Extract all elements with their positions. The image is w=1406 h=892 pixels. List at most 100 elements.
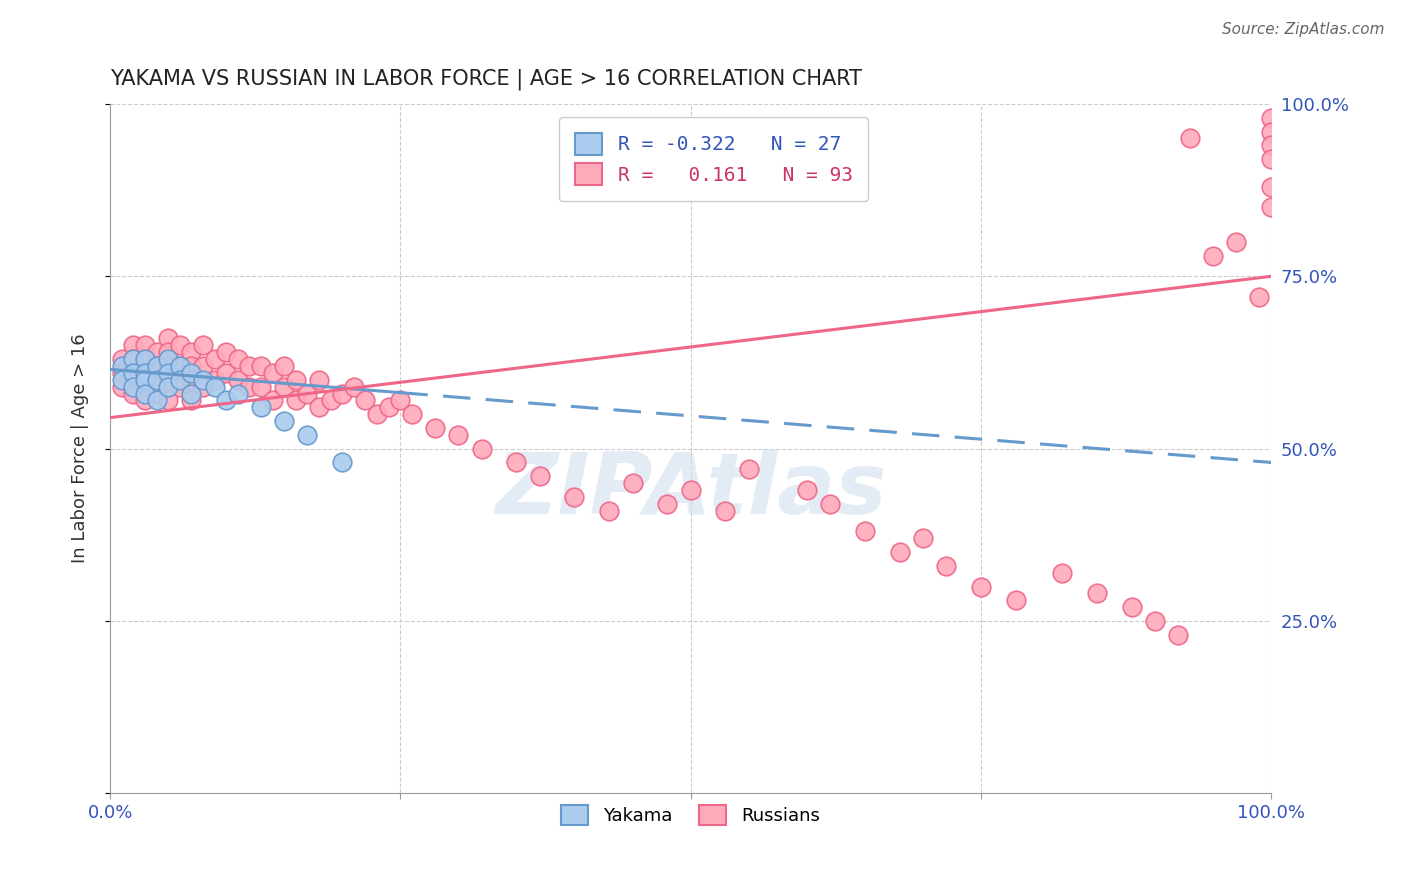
- Point: [911, 531, 934, 545]
- Point: [180, 393, 202, 408]
- Point: [238, 379, 260, 393]
- Point: [145, 386, 167, 401]
- Point: [122, 352, 145, 367]
- Point: [1260, 124, 1282, 138]
- Point: [737, 462, 759, 476]
- Point: [343, 379, 366, 393]
- Point: [238, 359, 260, 373]
- Point: [157, 345, 180, 359]
- Point: [226, 352, 249, 367]
- Point: [1085, 586, 1108, 600]
- Point: [111, 352, 134, 367]
- Point: [621, 476, 644, 491]
- Point: [122, 366, 145, 380]
- Text: Source: ZipAtlas.com: Source: ZipAtlas.com: [1222, 22, 1385, 37]
- Point: [308, 373, 330, 387]
- Point: [262, 393, 284, 408]
- Point: [1260, 200, 1282, 214]
- Point: [447, 428, 470, 442]
- Point: [1260, 138, 1282, 153]
- Point: [796, 483, 818, 497]
- Point: [354, 393, 377, 408]
- Point: [297, 428, 319, 442]
- Point: [180, 373, 202, 387]
- Point: [366, 407, 388, 421]
- Point: [122, 379, 145, 393]
- Point: [330, 455, 353, 469]
- Point: [111, 373, 134, 387]
- Point: [122, 352, 145, 367]
- Point: [308, 401, 330, 415]
- Point: [226, 373, 249, 387]
- Point: [1260, 179, 1282, 194]
- Point: [134, 373, 156, 387]
- Point: [191, 373, 214, 387]
- Point: [377, 401, 399, 415]
- Point: [215, 345, 238, 359]
- Point: [1121, 600, 1143, 615]
- Point: [273, 359, 295, 373]
- Point: [145, 359, 167, 373]
- Point: [134, 386, 156, 401]
- Point: [471, 442, 494, 456]
- Point: [111, 366, 134, 380]
- Legend: Yakama, Russians: Yakama, Russians: [554, 797, 827, 832]
- Point: [425, 421, 447, 435]
- Point: [145, 393, 167, 408]
- Point: [145, 373, 167, 387]
- Point: [145, 345, 167, 359]
- Point: [679, 483, 702, 497]
- Point: [134, 352, 156, 367]
- Point: [180, 366, 202, 380]
- Point: [401, 407, 423, 421]
- Point: [134, 366, 156, 380]
- Point: [157, 379, 180, 393]
- Point: [1260, 152, 1282, 166]
- Point: [284, 373, 307, 387]
- Point: [134, 393, 156, 408]
- Point: [169, 359, 191, 373]
- Point: [250, 379, 273, 393]
- Point: [657, 497, 679, 511]
- Point: [157, 359, 180, 373]
- Point: [853, 524, 876, 539]
- Point: [134, 379, 156, 393]
- Point: [134, 352, 156, 367]
- Point: [191, 338, 214, 352]
- Point: [319, 393, 342, 408]
- Point: [529, 469, 551, 483]
- Point: [111, 359, 134, 373]
- Point: [169, 373, 191, 387]
- Point: [157, 331, 180, 345]
- Point: [169, 359, 191, 373]
- Point: [505, 455, 527, 469]
- Point: [1225, 235, 1247, 249]
- Point: [1178, 131, 1201, 145]
- Point: [262, 366, 284, 380]
- Point: [273, 414, 295, 428]
- Text: YAKAMA VS RUSSIAN IN LABOR FORCE | AGE > 16 CORRELATION CHART: YAKAMA VS RUSSIAN IN LABOR FORCE | AGE >…: [110, 69, 862, 90]
- Point: [134, 366, 156, 380]
- Point: [145, 359, 167, 373]
- Point: [122, 366, 145, 380]
- Point: [204, 373, 226, 387]
- Point: [818, 497, 841, 511]
- Point: [389, 393, 412, 408]
- Point: [122, 338, 145, 352]
- Point: [204, 352, 226, 367]
- Point: [1143, 614, 1166, 628]
- Y-axis label: In Labor Force | Age > 16: In Labor Force | Age > 16: [72, 334, 89, 564]
- Point: [1260, 111, 1282, 125]
- Point: [889, 545, 911, 559]
- Point: [180, 345, 202, 359]
- Point: [1249, 290, 1271, 304]
- Text: ZIPAtlas: ZIPAtlas: [495, 449, 886, 532]
- Point: [564, 490, 586, 504]
- Point: [180, 359, 202, 373]
- Point: [273, 379, 295, 393]
- Point: [122, 386, 145, 401]
- Point: [191, 359, 214, 373]
- Point: [297, 386, 319, 401]
- Point: [145, 373, 167, 387]
- Point: [157, 393, 180, 408]
